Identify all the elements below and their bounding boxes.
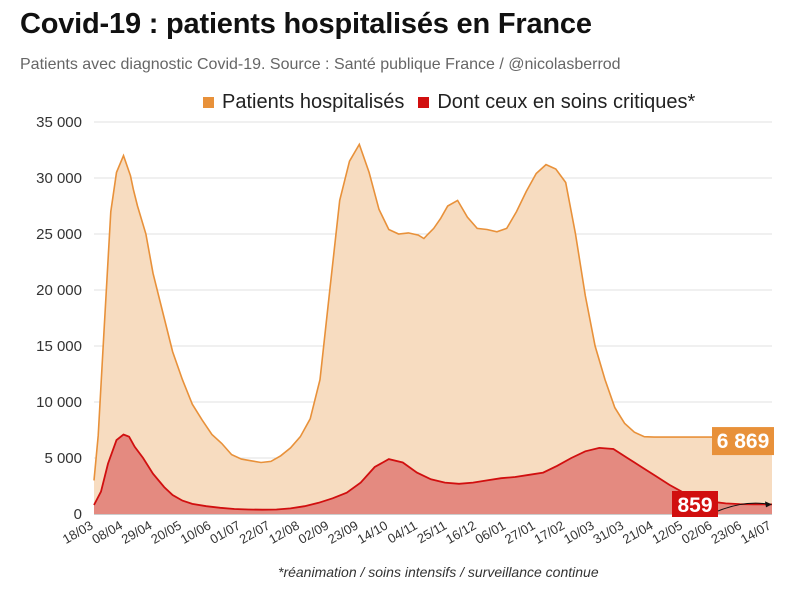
legend-swatch-critical [418,97,430,108]
chart-footnote: *réanimation / soins intensifs / surveil… [278,564,599,580]
x-tick-label: 10/06 [178,518,214,547]
chart-legend: Patients hospitalisés Dont ceux en soins… [203,91,709,114]
critical-end-label: 859 [677,494,712,517]
x-tick-label: 01/07 [207,518,243,547]
y-tick-label: 25 000 [36,226,82,243]
legend-label-hospitalized: Patients hospitalisés [222,91,405,113]
x-tick-label: 21/04 [620,518,656,547]
x-tick-label: 20/05 [148,518,184,547]
x-tick-label: 16/12 [443,518,479,547]
chart-subtitle: Patients avec diagnostic Covid-19. Sourc… [20,56,621,73]
x-tick-label: 10/03 [561,518,597,547]
x-tick-label: 06/01 [473,518,509,547]
y-tick-label: 30 000 [36,170,82,187]
x-tick-label: 12/08 [266,518,302,547]
critical-line [93,433,772,511]
hospitalized-end-badge [712,427,774,456]
x-tick-label: 04/11 [385,518,420,547]
x-tick-label: 17/02 [531,518,567,547]
legend-swatch-hospitalized [203,97,214,108]
critical-end-badge [672,491,718,517]
y-tick-label: 15 000 [36,338,82,355]
x-tick-label: 14/10 [355,518,391,547]
legend-label-critical: Dont ceux en soins critiques* [437,91,696,113]
hospitalized-area [94,144,772,514]
x-tick-label: 02/06 [679,518,715,547]
x-tick-label: 12/05 [649,518,685,547]
x-tick-label: 29/04 [119,518,155,547]
x-tick-label: 02/09 [296,518,332,547]
y-tick-label: 20 000 [36,282,82,299]
y-tick-label: 0 [74,506,82,523]
x-tick-label: 08/04 [89,518,125,547]
x-tick-label: 31/03 [590,518,626,547]
x-tick-label: 22/07 [237,518,273,547]
legend-item-critical: Dont ceux en soins critiques* [418,91,695,114]
critical-pointer-arrowhead [765,501,772,508]
y-tick-label: 5 000 [44,450,82,467]
hospitalized-end-label: 6 869 [717,430,770,453]
x-tick-label: 27/01 [502,518,538,547]
critical-area [94,434,772,514]
y-tick-label: 35 000 [36,114,82,131]
chart-title: Covid-19 : patients hospitalisés en Fran… [20,8,592,40]
x-tick-label: 25/11 [414,518,449,547]
x-tick-label: 23/09 [325,518,361,547]
legend-item-hospitalized: Patients hospitalisés [203,91,404,114]
x-tick-label: 23/06 [708,518,744,547]
hospitalized-line [93,142,772,481]
y-tick-label: 10 000 [36,394,82,411]
x-tick-label: 14/07 [738,518,774,547]
